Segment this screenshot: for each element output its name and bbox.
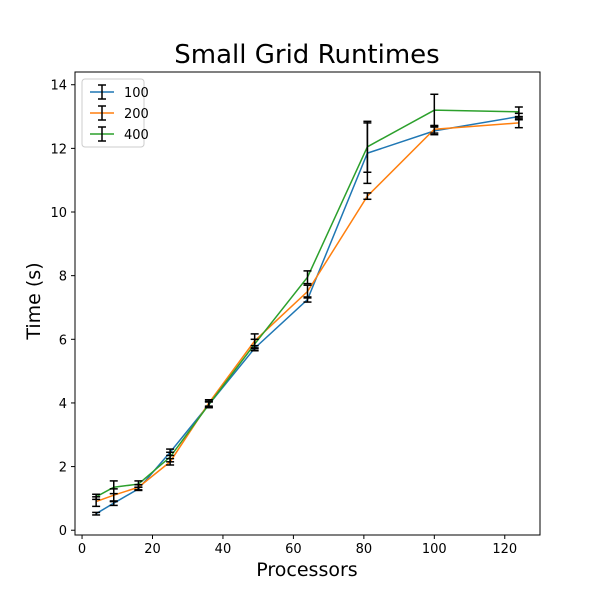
y-tick-label: 6 (59, 333, 67, 348)
y-tick-label: 0 (59, 524, 67, 539)
y-tick-label: 14 (50, 79, 67, 94)
x-tick-label: 80 (356, 542, 373, 557)
y-tick-label: 8 (59, 270, 67, 285)
x-tick-label: 20 (144, 542, 161, 557)
chart-title: Small Grid Runtimes (174, 40, 439, 70)
series-line-400 (95, 109, 519, 498)
y-tick-label: 2 (59, 461, 67, 476)
x-tick-label: 100 (422, 542, 447, 557)
x-tick-label: 120 (492, 542, 517, 557)
x-tick-label: 0 (78, 542, 86, 557)
series-line-100 (95, 115, 519, 515)
axes-frame (74, 71, 541, 536)
x-axis-label: Processors (256, 559, 357, 581)
legend-label: 100 (124, 86, 149, 101)
y-tick-label: 4 (59, 397, 67, 412)
series-line-200 (95, 122, 519, 503)
legend-label: 200 (124, 107, 149, 122)
y-tick-label: 10 (50, 206, 67, 221)
y-tick-label: 12 (50, 142, 67, 157)
y-axis-label: Time (s) (23, 262, 45, 340)
x-tick-label: 40 (215, 542, 232, 557)
legend-label: 400 (124, 128, 149, 143)
plot-area: 0 20 40 60 80 100 120 0 2 4 6 8 10 12 14 100 200 400 (50, 71, 541, 557)
x-tick-label: 60 (285, 542, 302, 557)
legend: 100 200 400 (81, 78, 149, 148)
